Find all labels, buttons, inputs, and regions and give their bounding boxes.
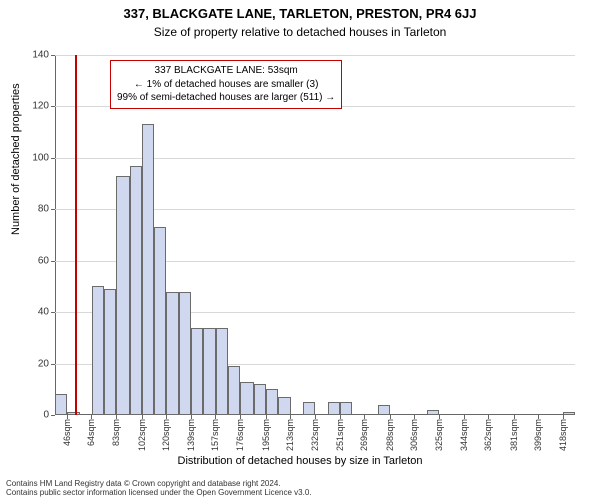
y-tick-label: 0 <box>43 410 49 421</box>
histogram-bar <box>116 176 129 415</box>
histogram-bar <box>130 166 142 415</box>
footer-attribution: Contains HM Land Registry data © Crown c… <box>6 479 312 498</box>
y-tick-mark <box>51 55 55 56</box>
x-tick-label: 418sqm <box>558 419 568 451</box>
histogram-bar <box>191 328 203 415</box>
y-tick-label: 80 <box>38 204 49 215</box>
x-tick-label: 102sqm <box>137 419 147 451</box>
y-axis-line <box>55 55 56 415</box>
annotation-box: 337 BLACKGATE LANE: 53sqm← 1% of detache… <box>110 60 342 109</box>
x-tick-mark <box>390 415 391 419</box>
x-tick-label: 195sqm <box>261 419 271 451</box>
x-tick-mark <box>488 415 489 419</box>
x-tick-label: 362sqm <box>483 419 493 451</box>
x-tick-label: 269sqm <box>359 419 369 451</box>
histogram-bar <box>563 412 575 415</box>
x-tick-mark <box>67 415 68 419</box>
y-tick-mark <box>51 261 55 262</box>
histogram-bar <box>67 412 80 415</box>
histogram-bar <box>166 292 179 415</box>
annotation-line: 99% of semi-detached houses are larger (… <box>117 91 335 105</box>
y-tick-mark <box>51 209 55 210</box>
x-tick-mark <box>116 415 117 419</box>
y-tick-label: 20 <box>38 358 49 369</box>
property-marker-line <box>75 55 77 415</box>
chart-title-main: 337, BLACKGATE LANE, TARLETON, PRESTON, … <box>0 0 600 21</box>
grid-line <box>55 55 575 56</box>
x-tick-label: 213sqm <box>285 419 295 451</box>
x-tick-mark <box>290 415 291 419</box>
histogram-bar <box>55 394 67 415</box>
x-tick-mark <box>538 415 539 419</box>
histogram-bar <box>278 397 291 415</box>
x-tick-mark <box>191 415 192 419</box>
x-tick-label: 157sqm <box>210 419 220 451</box>
histogram-bar <box>378 405 390 415</box>
x-tick-mark <box>240 415 241 419</box>
histogram-bar <box>203 328 216 415</box>
x-tick-label: 306sqm <box>409 419 419 451</box>
x-tick-mark <box>142 415 143 419</box>
y-tick-label: 100 <box>32 152 49 163</box>
x-tick-label: 232sqm <box>310 419 320 451</box>
y-tick-mark <box>51 415 55 416</box>
x-tick-label: 120sqm <box>161 419 171 451</box>
x-tick-mark <box>91 415 92 419</box>
x-tick-mark <box>215 415 216 419</box>
histogram-bar <box>216 328 228 415</box>
y-tick-label: 120 <box>32 101 49 112</box>
histogram-bar <box>328 402 340 415</box>
histogram-bar <box>254 384 266 415</box>
y-tick-label: 140 <box>32 50 49 61</box>
histogram-bar <box>340 402 352 415</box>
y-axis-label: Number of detached properties <box>10 83 22 235</box>
x-tick-label: 288sqm <box>385 419 395 451</box>
chart-plot-area: 02040608010012014046sqm64sqm83sqm102sqm1… <box>55 55 575 415</box>
x-tick-label: 139sqm <box>186 419 196 451</box>
x-axis-label: Distribution of detached houses by size … <box>0 455 600 467</box>
x-tick-mark <box>340 415 341 419</box>
histogram-bar <box>303 402 315 415</box>
histogram-bar <box>427 410 439 415</box>
x-tick-mark <box>439 415 440 419</box>
histogram-bar <box>240 382 253 415</box>
x-tick-mark <box>514 415 515 419</box>
x-tick-label: 344sqm <box>459 419 469 451</box>
x-tick-label: 64sqm <box>86 419 96 446</box>
x-tick-mark <box>364 415 365 419</box>
x-tick-mark <box>464 415 465 419</box>
x-tick-mark <box>414 415 415 419</box>
histogram-bar <box>154 227 166 415</box>
footer-line-1: Contains HM Land Registry data © Crown c… <box>6 479 312 489</box>
histogram-bar <box>266 389 278 415</box>
x-tick-label: 325sqm <box>434 419 444 451</box>
histogram-bar <box>228 366 240 415</box>
footer-line-2: Contains public sector information licen… <box>6 488 312 498</box>
annotation-line: 337 BLACKGATE LANE: 53sqm <box>117 64 335 78</box>
x-tick-label: 251sqm <box>335 419 345 451</box>
x-tick-label: 399sqm <box>533 419 543 451</box>
x-tick-mark <box>166 415 167 419</box>
histogram-bar <box>179 292 191 415</box>
x-tick-label: 83sqm <box>111 419 121 446</box>
x-tick-label: 46sqm <box>62 419 72 446</box>
x-tick-mark <box>563 415 564 419</box>
y-tick-mark <box>51 158 55 159</box>
y-tick-mark <box>51 364 55 365</box>
histogram-bar <box>142 124 154 415</box>
histogram-bar <box>104 289 116 415</box>
x-tick-mark <box>315 415 316 419</box>
grid-line <box>55 158 575 159</box>
annotation-line: ← 1% of detached houses are smaller (3) <box>117 78 335 92</box>
histogram-bar <box>92 286 104 415</box>
x-tick-label: 381sqm <box>509 419 519 451</box>
y-tick-label: 40 <box>38 307 49 318</box>
x-tick-label: 176sqm <box>235 419 245 451</box>
y-tick-mark <box>51 106 55 107</box>
x-tick-mark <box>266 415 267 419</box>
y-tick-label: 60 <box>38 255 49 266</box>
chart-title-sub: Size of property relative to detached ho… <box>0 21 600 39</box>
y-tick-mark <box>51 312 55 313</box>
